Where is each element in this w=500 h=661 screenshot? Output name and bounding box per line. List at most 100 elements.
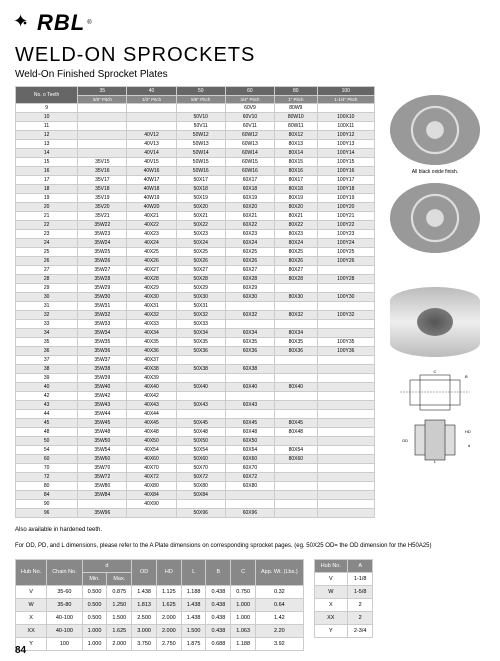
table-cell: 50X48	[176, 428, 225, 437]
note-1: Also available in hardened teeth.	[15, 526, 485, 534]
table-row: 9635W9650X9660X96	[16, 509, 375, 518]
table-cell: 35W38	[78, 365, 127, 374]
table-cell: 100Y12	[317, 131, 374, 140]
table-cell: 40X36	[127, 347, 176, 356]
table-cell: 50W14	[176, 149, 225, 158]
table-cell: V	[314, 572, 347, 585]
table-cell: 60X50	[225, 437, 274, 446]
table-cell: 40X54	[127, 446, 176, 455]
table-cell: 100Y17	[317, 176, 374, 185]
table-cell: 35W30	[78, 293, 127, 302]
table-cell: 50W15	[176, 158, 225, 167]
col-50: 50	[176, 87, 225, 96]
table-cell: 43	[16, 401, 78, 410]
table-cell: 50W12	[176, 131, 225, 140]
table-cell: 50X18	[176, 185, 225, 194]
side-images: All black oxide finish. CB ODHDdL	[385, 95, 485, 465]
table-cell: 40X29	[127, 284, 176, 293]
table-cell: 0.64	[256, 598, 304, 611]
table-cell: 50X27	[176, 266, 225, 275]
caption-1: All black oxide finish.	[385, 169, 485, 175]
table-cell: 35W27	[78, 266, 127, 275]
table-row: 2935W2940X2950X2960X29	[16, 284, 375, 293]
table-cell: 0.688	[206, 637, 231, 650]
table-row: 3335W3340X3350X33	[16, 320, 375, 329]
table-cell	[225, 356, 274, 365]
table-cell: 50V10	[176, 113, 225, 122]
table-row: 4835W4840X4850X4860X4880X48	[16, 428, 375, 437]
table-cell: 35W22	[78, 221, 127, 230]
table-cell: 80X35	[275, 338, 318, 347]
table-cell	[317, 500, 374, 509]
table-cell: 35V19	[78, 194, 127, 203]
table-cell	[317, 356, 374, 365]
table-cell: 35-80	[47, 598, 82, 611]
table-cell: 60W13	[225, 140, 274, 149]
table-cell: 60V9	[225, 104, 274, 113]
table-cell	[317, 509, 374, 518]
svg-text:B: B	[465, 374, 468, 379]
table-cell: 35	[16, 338, 78, 347]
table-cell: 35W43	[78, 401, 127, 410]
table-cell: 90	[16, 500, 78, 509]
table-cell	[317, 329, 374, 338]
table-cell: 35W26	[78, 257, 127, 266]
table-cell: 60X38	[225, 365, 274, 374]
table-cell: 35W84	[78, 491, 127, 500]
table-row: Y2-3/4	[314, 624, 373, 637]
table-cell: 50X33	[176, 320, 225, 329]
table-cell: W	[16, 598, 47, 611]
table-cell: 1.500	[181, 624, 206, 637]
table-cell: 35W24	[78, 239, 127, 248]
table-cell	[176, 500, 225, 509]
table-cell: 3.750	[132, 637, 157, 650]
hub-photo	[390, 287, 480, 357]
table-cell	[317, 437, 374, 446]
table-cell: 80X16	[275, 167, 318, 176]
table-cell: 96	[16, 509, 78, 518]
table-cell	[317, 410, 374, 419]
note-2: For OD, PD, and L dimensions, please ref…	[15, 542, 485, 550]
pitch-4: 1" Pitch	[275, 96, 318, 104]
table-cell: X	[314, 598, 347, 611]
table-cell: 40W17	[127, 176, 176, 185]
table-body: 960V980W91050V1060V1080W10100X101150V116…	[16, 104, 375, 518]
table-cell: 1-5/8	[347, 585, 373, 598]
table-cell: 44	[16, 410, 78, 419]
table-cell: 24	[16, 239, 78, 248]
dh-0: Hub No.	[16, 559, 47, 585]
table-row: 6035W6040X6050X6060X6080X60	[16, 455, 375, 464]
table-cell: Y	[314, 624, 347, 637]
table-cell: 2.750	[156, 637, 181, 650]
table-cell: 60X34	[225, 329, 274, 338]
table-cell: 100Y23	[317, 230, 374, 239]
dh-7: B	[206, 559, 231, 585]
table-cell	[317, 464, 374, 473]
table-cell: 50X31	[176, 302, 225, 311]
table-row: 1735V1740W1750X1760X1780X17100Y17	[16, 176, 375, 185]
table-cell: 100Y19	[317, 194, 374, 203]
table-cell: 60	[16, 455, 78, 464]
table-cell: 80X60	[275, 455, 318, 464]
table-cell: 35W48	[78, 428, 127, 437]
table-cell: 80W11	[275, 122, 318, 131]
table-cell: 40X40	[127, 383, 176, 392]
table-cell: 25	[16, 248, 78, 257]
table-cell: 50X22	[176, 221, 225, 230]
table-cell: 50X34	[176, 329, 225, 338]
table-cell: 50X43	[176, 401, 225, 410]
table-cell: 50X96	[176, 509, 225, 518]
table-cell: 2	[347, 598, 373, 611]
table-row: 7035W7040X7050X7060X70	[16, 464, 375, 473]
page-subtitle: Weld-On Finished Sprocket Plates	[15, 69, 485, 80]
table-cell: 60W12	[225, 131, 274, 140]
col-60: 60	[225, 87, 274, 96]
table-cell: 100Y26	[317, 257, 374, 266]
table-cell: 2.000	[156, 624, 181, 637]
table-cell: 35W37	[78, 356, 127, 365]
table-cell: 80X28	[275, 275, 318, 284]
table-row: W35-800.5001.2501.8131.6251.4380.4381.00…	[16, 598, 304, 611]
table-cell: 40X35	[127, 338, 176, 347]
table-cell: 35-60	[47, 585, 82, 598]
table-cell: 50X32	[176, 311, 225, 320]
